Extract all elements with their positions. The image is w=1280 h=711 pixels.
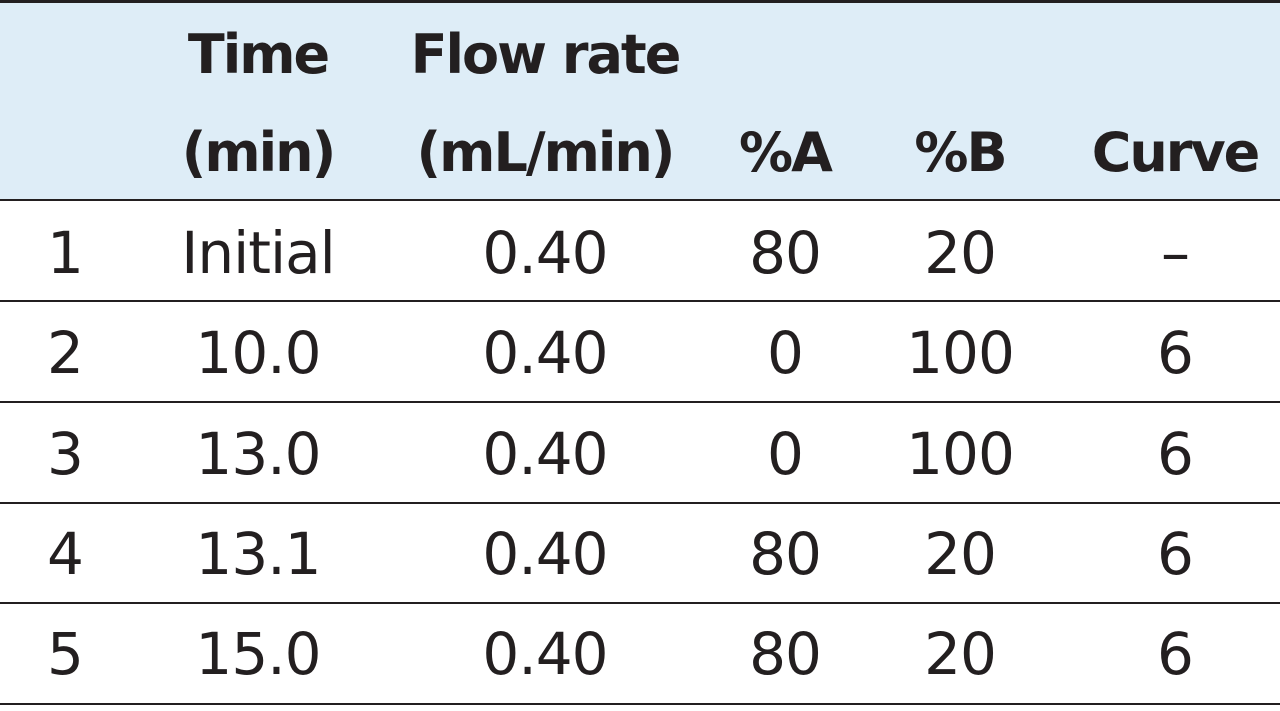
row-curve: 6 bbox=[1157, 420, 1194, 488]
row-pct-a: 80 bbox=[749, 219, 822, 287]
header-pct-b: %B bbox=[914, 121, 1007, 184]
header-time-label: Time bbox=[187, 23, 330, 86]
row-pct-a: 0 bbox=[767, 420, 804, 488]
row-flow: 0.40 bbox=[482, 319, 608, 387]
row-time: 15.0 bbox=[195, 620, 321, 688]
header-rule bbox=[0, 199, 1280, 201]
row-curve: 6 bbox=[1157, 620, 1194, 688]
row-divider bbox=[0, 401, 1280, 403]
row-pct-b: 20 bbox=[924, 219, 997, 287]
row-index: 2 bbox=[47, 319, 84, 387]
row-curve: – bbox=[1161, 219, 1190, 287]
row-time: 10.0 bbox=[195, 319, 321, 387]
row-flow: 0.40 bbox=[482, 420, 608, 488]
header-curve: Curve bbox=[1091, 121, 1261, 184]
row-pct-a: 0 bbox=[767, 319, 804, 387]
row-divider bbox=[0, 602, 1280, 604]
row-flow: 0.40 bbox=[482, 620, 608, 688]
row-time: 13.1 bbox=[195, 520, 321, 588]
row-index: 1 bbox=[47, 219, 84, 287]
row-divider bbox=[0, 300, 1280, 302]
row-pct-b: 20 bbox=[924, 520, 997, 588]
header-flow-unit: (mL/min) bbox=[416, 121, 676, 184]
row-index: 3 bbox=[47, 420, 84, 488]
row-divider bbox=[0, 502, 1280, 504]
header-time-unit: (min) bbox=[181, 121, 337, 184]
header-pct-a: %A bbox=[739, 121, 833, 184]
row-pct-a: 80 bbox=[749, 620, 822, 688]
top-rule bbox=[0, 0, 1280, 3]
row-index: 4 bbox=[47, 520, 84, 588]
row-time: 13.0 bbox=[195, 420, 321, 488]
table-header bbox=[0, 3, 1280, 200]
row-index: 5 bbox=[47, 620, 84, 688]
row-curve: 6 bbox=[1157, 520, 1194, 588]
row-curve: 6 bbox=[1157, 319, 1194, 387]
row-pct-a: 80 bbox=[749, 520, 822, 588]
row-pct-b: 100 bbox=[906, 319, 1015, 387]
row-flow: 0.40 bbox=[482, 219, 608, 287]
header-flow-label: Flow rate bbox=[410, 23, 682, 86]
row-pct-b: 20 bbox=[924, 620, 997, 688]
row-pct-b: 100 bbox=[906, 420, 1015, 488]
row-flow: 0.40 bbox=[482, 520, 608, 588]
row-time: Initial bbox=[181, 219, 336, 287]
bottom-rule bbox=[0, 703, 1280, 705]
